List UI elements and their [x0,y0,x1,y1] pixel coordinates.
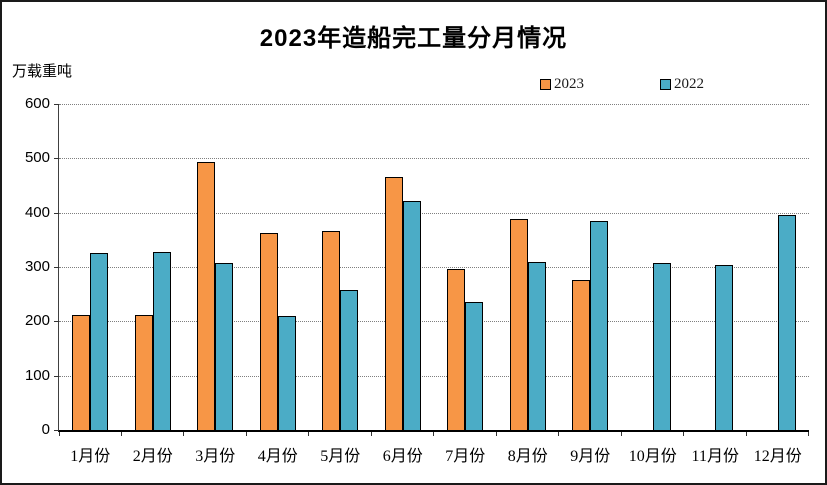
y-axis-label: 400 [24,203,50,221]
x-axis-tick [620,432,622,436]
bar-group-4月份 [247,104,310,430]
bar-2022-2月份 [152,252,171,430]
x-axis-tick [433,432,434,436]
bar-2022-6月份 [402,201,421,430]
x-axis-tick [683,432,684,436]
legend-swatch-2023-icon [540,79,551,90]
x-axis-label-8月份: 8月份 [507,448,548,465]
x-axis-tick [183,432,184,436]
bar-2022-5月份 [340,290,359,430]
x-axis-label-6月份: 6月份 [382,448,423,465]
y-axis-label: 0 [41,421,50,438]
gridline-y100 [59,375,809,377]
bar-group-5月份 [309,104,372,430]
bar-2023-7月份 [447,269,466,430]
bar-group-12月份 [747,104,810,430]
bar-2023-8月份 [509,218,528,430]
bar-group-6月份 [372,104,435,430]
gridline-y200 [59,321,809,323]
bar-2023-6月份 [384,177,403,430]
plot-area: 1月份 2月份 3月份 4月份 5月份 6月份 7月份 8月份 9月份 10月份 11月份 12月份 [54,104,810,465]
x-axis-tick [495,432,497,436]
y-axis-label: 300 [24,258,50,275]
bar-2023-1月份 [72,315,91,430]
x-axis-label-2月份: 2月份 [132,448,173,465]
x-axis-tick [558,432,559,436]
x-axis-label-4月份: 4月份 [257,448,298,465]
y-axis-tick [54,430,59,431]
y-axis-tick [54,321,59,323]
x-axis-label-10月份: 10月份 [628,448,677,465]
legend: 2023 2022 [540,76,704,93]
legend-label-2023: 2023 [554,76,584,92]
legend-item-2022: 2022 [660,76,704,93]
gridline-y600 [59,104,809,105]
x-axis-label-3月份: 3月份 [195,448,236,465]
x-axis-tick [308,432,309,436]
bar-2022-3月份 [215,263,234,430]
y-axis-label: 600 [24,95,50,112]
bar-group-7月份 [434,104,497,430]
bar-2022-4月份 [277,315,296,430]
y-axis-label: 100 [24,366,50,384]
y-axis-tick [54,267,59,268]
chart-title: 2023年造船完工量分月情况 [259,25,568,52]
y-axis-tick [54,104,59,105]
bar-2022-12月份 [777,214,796,430]
y-axis-tick [54,375,59,377]
x-axis-tick [370,432,372,436]
y-axis-label: 500 [24,149,50,167]
bar-2022-9月份 [590,220,609,430]
legend-item-2023: 2023 [540,76,584,93]
bar-group-9月份 [559,104,622,430]
bar-2022-1月份 [90,253,109,430]
bar-2023-5月份 [322,230,341,430]
x-axis-tick [120,432,122,436]
y-axis-label: 200 [24,312,50,330]
bar-2023-9月份 [572,280,591,430]
bar-2023-4月份 [259,233,278,430]
bar-group-11月份 [684,104,747,430]
x-axis-tick [808,432,809,436]
x-axis-tick [745,432,747,436]
bar-2022-8月份 [527,261,546,430]
x-axis-label-9月份: 9月份 [570,448,611,465]
bar-2022-11月份 [715,265,734,430]
bar-group-2月份 [122,104,185,430]
gridline-y300 [59,267,809,268]
x-axis-tick [245,432,247,436]
bar-2022-10月份 [652,263,671,430]
x-axis-label-11月份: 11月份 [691,448,739,465]
bar-group-10月份 [622,104,685,430]
gridline-y400 [59,212,809,214]
bar-2023-3月份 [197,161,216,430]
gridline-y500 [59,158,809,160]
bar-2023-2月份 [134,315,153,430]
x-axis-tick [59,432,60,436]
y-axis-unit-label: 万载重吨 [12,64,73,80]
bar-2022-7月份 [465,302,484,430]
y-axis-tick [54,212,59,214]
x-axis-label-1月份: 1月份 [70,448,111,465]
bar-group-1月份 [59,104,122,430]
x-axis-label-7月份: 7月份 [445,448,486,465]
bar-group-3月份 [184,104,247,430]
y-axis-tick [54,158,59,160]
x-axis-label-12月份: 12月份 [753,448,802,465]
legend-label-2022: 2022 [674,76,704,92]
x-axis-label-5月份: 5月份 [320,448,361,465]
legend-swatch-2022-icon [660,79,671,90]
bar-group-8月份 [497,104,560,430]
